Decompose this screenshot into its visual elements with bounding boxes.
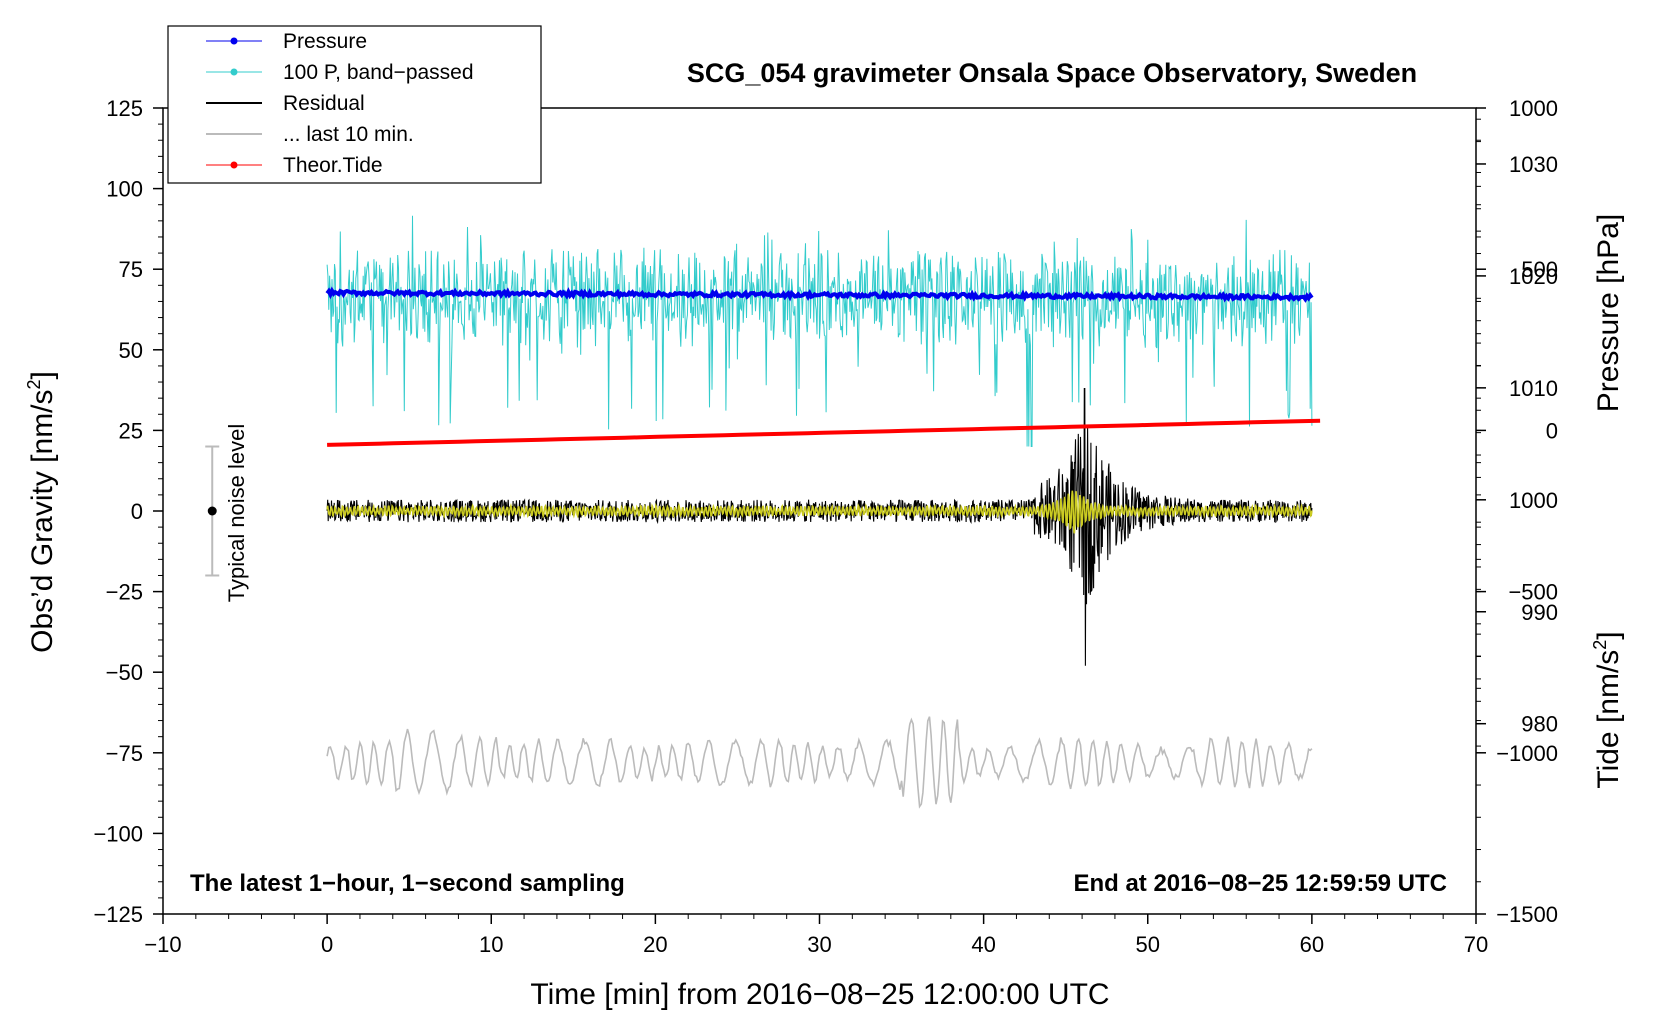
chart-title: SCG_054 gravimeter Onsala Space Observat… <box>687 58 1417 88</box>
legend-marker-0 <box>230 37 238 45</box>
y-axis-right-pressure: 1030 1020 1010 1000 990 980 <box>1476 118 1558 747</box>
series-tide-line <box>327 418 1321 447</box>
y-left-tick-label-3: 50 <box>119 338 143 363</box>
legend-marker-4 <box>230 161 238 169</box>
legend-label-3: ... last 10 min. <box>283 123 414 146</box>
x-tick-label-5: 40 <box>971 932 995 957</box>
tide-label-main: Tide [nm/s <box>1592 650 1625 789</box>
series-pressure-line <box>325 286 1314 303</box>
y-axis-right-tide: 1000 500 0 −500 −1000 −1500 <box>1476 96 1558 927</box>
tide-label-end: ] <box>1592 631 1625 639</box>
y-axis-left-label-main: Obs’d Gravity [nm/s <box>26 389 59 652</box>
y-axis-right-pressure-label: Pressure [hPa] <box>1592 214 1625 412</box>
x-axis-label: Time [min] from 2016−08−25 12:00:00 UTC <box>530 978 1109 1011</box>
x-tick-label-7: 60 <box>1300 932 1324 957</box>
y-axis-left-label: Obs’d Gravity [nm/s2] <box>24 371 59 653</box>
legend-label-0: Pressure <box>283 30 367 53</box>
legend-label-1: 100 P, band−passed <box>283 61 474 84</box>
x-tick-label-0: −10 <box>144 932 181 957</box>
x-tick-label-1: 0 <box>321 932 333 957</box>
legend-marker-1 <box>230 68 238 76</box>
y-axis-right-tide-label: Tide [nm/s2] <box>1590 631 1625 788</box>
y-axis-left-label-sup: 2 <box>24 379 44 389</box>
y-left-tick-label-6: −25 <box>106 580 143 605</box>
pressure-tick-label-2: 1010 <box>1509 376 1558 401</box>
y-left-tick-label-8: −75 <box>106 741 143 766</box>
tide-tick-label-4: −1000 <box>1496 741 1558 766</box>
tide-tick-label-2: 0 <box>1546 418 1558 443</box>
legend: Pressure 100 P, band−passed Residual ... la… <box>167 25 542 184</box>
pressure-tick-label-0: 1030 <box>1509 152 1558 177</box>
x-tick-label-4: 30 <box>807 932 831 957</box>
pressure-tick-label-1: 1020 <box>1509 264 1558 289</box>
noise-bar-center-dot <box>207 506 217 516</box>
legend-label-2: Residual <box>283 92 365 115</box>
series-bandpassed-line <box>326 215 1313 447</box>
x-tick-label-6: 50 <box>1136 932 1160 957</box>
y-left-tick-label-5: 0 <box>131 499 143 524</box>
noise-level-label: Typical noise level <box>224 424 249 603</box>
tide-tick-label-0: 1000 <box>1509 96 1558 121</box>
y-left-tick-label-10: −125 <box>93 902 143 927</box>
x-tick-label-8: 70 <box>1464 932 1488 957</box>
y-axis-left-label-end: ] <box>26 371 59 379</box>
tide-tick-label-3: −500 <box>1508 580 1558 605</box>
legend-label-4: Theor.Tide <box>283 154 383 177</box>
y-left-tick-label-7: −50 <box>106 660 143 685</box>
legend-box <box>167 25 542 184</box>
x-tick-label-3: 20 <box>643 932 667 957</box>
series-last10-line <box>326 716 1313 809</box>
pressure-tick-label-4: 990 <box>1521 600 1558 625</box>
series-residual-line <box>326 387 1313 666</box>
pressure-tick-label-5: 980 <box>1521 712 1558 737</box>
tide-tick-label-1: 500 <box>1521 257 1558 282</box>
y-left-tick-label-4: 25 <box>119 418 143 443</box>
series-layer <box>325 215 1321 809</box>
y-left-tick-label-9: −100 <box>93 821 143 846</box>
tide-tick-label-5: −1500 <box>1496 902 1558 927</box>
noise-bar <box>205 445 220 577</box>
annotation-left: The latest 1−hour, 1−second sampling <box>190 870 625 897</box>
annotation-right: End at 2016−08−25 12:59:59 UTC <box>1073 870 1447 897</box>
y-axis-left: 125 100 75 50 25 0 −25 −50 −75 −100 −125 <box>93 96 163 927</box>
pressure-tick-label-3: 1000 <box>1509 488 1558 513</box>
y-left-tick-label-0: 125 <box>106 96 143 121</box>
y-left-tick-label-1: 100 <box>106 177 143 202</box>
tide-label-sup: 2 <box>1590 640 1610 650</box>
x-tick-label-2: 10 <box>479 932 503 957</box>
y-left-tick-label-2: 75 <box>119 257 143 282</box>
series-residual-smoothed-line <box>326 490 1313 534</box>
x-axis: −10 0 10 20 30 40 50 60 70 <box>144 914 1488 957</box>
